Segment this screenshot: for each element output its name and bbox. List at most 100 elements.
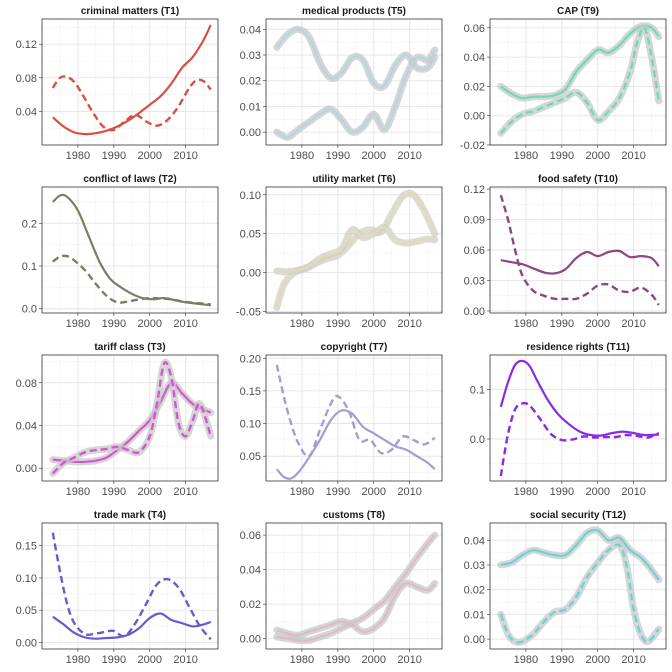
y-tick-label: 0.10: [240, 419, 261, 431]
x-tick-label: 1980: [514, 150, 538, 162]
panel-border: [265, 354, 443, 482]
x-tick-label: 2010: [621, 318, 645, 330]
x-tick-label: 1990: [102, 486, 126, 498]
chart-panel-11: customs (T8) 1980 1990 2000 2010 0.00 0.02 0.04…: [240, 510, 443, 666]
y-tick-label: 0.04: [464, 535, 485, 547]
x-tick-label: 2010: [397, 318, 421, 330]
x-tick-label: 2010: [173, 150, 197, 162]
panel-border: [41, 354, 219, 482]
chart-panel-7: tariff class (T3) 1980 1990 2000 2010 0.00 0.0…: [16, 342, 219, 498]
y-tick-label: 0.01: [464, 609, 485, 621]
panel-border: [265, 186, 443, 314]
x-tick-label: 2010: [173, 486, 197, 498]
chart-panel-10: trade mark (T4) 1980 1990 2000 2010 0.00 0.05 0…: [16, 510, 219, 666]
panel-border: [489, 354, 667, 482]
x-tick-label: 2010: [173, 318, 197, 330]
y-tick-label: 0.09: [464, 215, 485, 227]
y-tick-label: 0.06: [464, 23, 485, 35]
x-tick-label: 1980: [66, 654, 90, 666]
chart-panel-9: residence rights (T11) 1980 1990 2000 2010 0.…: [470, 342, 667, 498]
x-tick-label: 1990: [550, 486, 574, 498]
y-tick-label: 0.1: [470, 385, 485, 397]
x-tick-label: 2010: [397, 486, 421, 498]
series-line-dashed: [51, 361, 212, 475]
y-tick-label: 0.03: [464, 560, 485, 572]
x-tick-label: 1990: [102, 654, 126, 666]
y-tick-label: 0.02: [464, 585, 485, 597]
panel-border: [41, 186, 219, 314]
panel-title: copyright (T7): [321, 342, 388, 353]
panel-border: [489, 186, 667, 314]
y-tick-label: -0.05: [236, 306, 261, 318]
y-tick-label: 0.20: [240, 353, 261, 365]
x-tick-label: 1980: [290, 150, 314, 162]
series-line-solid: [52, 381, 212, 464]
y-tick-label: 0.0: [470, 434, 485, 446]
x-tick-label: 2000: [362, 150, 386, 162]
y-tick-label: 0.04: [464, 52, 485, 64]
y-tick-label: 0.05: [240, 451, 261, 463]
y-tick-label: 0.00: [16, 638, 37, 650]
y-tick-label: 0.00: [16, 463, 37, 475]
x-tick-label: 2000: [362, 486, 386, 498]
plot-area: [490, 355, 666, 481]
series-line-solid: [499, 359, 659, 437]
x-tick-label: 2000: [138, 654, 162, 666]
y-tick-label: 0.1: [22, 261, 37, 273]
y-tick-label: 0.00: [464, 306, 485, 318]
x-tick-label: 1990: [102, 150, 126, 162]
series-line-solid: [500, 528, 660, 581]
y-tick-label: 0.00: [240, 127, 261, 139]
x-tick-label: 1990: [326, 654, 350, 666]
y-tick-label: 0.15: [240, 386, 261, 398]
x-tick-label: 1980: [514, 318, 538, 330]
series-line-solid: [52, 24, 212, 136]
chart-panel-4: conflict of laws (T2) 1980 1990 2000 2010 0.0…: [22, 174, 219, 330]
panel-title: food safety (T10): [538, 174, 618, 185]
x-tick-label: 1990: [102, 318, 126, 330]
panel-title: medical products (T5): [302, 6, 406, 17]
y-tick-label: 0.04: [240, 565, 261, 577]
series-line-solid: [276, 534, 436, 642]
y-tick-label: 0.00: [240, 634, 261, 646]
y-tick-label: 0.12: [16, 39, 37, 51]
x-tick-label: 2000: [138, 486, 162, 498]
x-tick-label: 1980: [290, 318, 314, 330]
x-tick-label: 2010: [173, 654, 197, 666]
series-line-solid: [276, 226, 435, 273]
y-tick-label: 0.08: [16, 378, 37, 390]
panel-border: [41, 522, 219, 650]
x-tick-label: 2000: [586, 150, 610, 162]
series-line-dashed: [275, 364, 436, 458]
x-tick-label: 1990: [326, 486, 350, 498]
y-tick-label: 0.10: [240, 190, 261, 202]
x-tick-label: 1990: [326, 318, 350, 330]
plot-area: [266, 19, 442, 145]
y-tick-label: 0.00: [464, 634, 485, 646]
plot-area: [266, 355, 442, 481]
chart-panel-3: CAP (T9) 1980 1990 2000 2010 -0.02 0.00 0.02 0.0…: [460, 6, 667, 162]
series-line-dashed: [499, 543, 660, 644]
x-tick-label: 2010: [397, 150, 421, 162]
panel-title: criminal matters (T1): [81, 6, 179, 17]
panel-border: [265, 18, 443, 146]
x-tick-label: 2000: [362, 318, 386, 330]
y-tick-label: 0.2: [22, 218, 37, 230]
y-tick-label: 0.10: [16, 573, 37, 585]
chart-panel-5: utility market (T6) 1980 1990 2000 2010 -0.05…: [236, 174, 443, 330]
panel-border: [41, 18, 219, 146]
series-line-solid: [276, 49, 436, 139]
x-tick-label: 2000: [586, 654, 610, 666]
plot-area: [42, 19, 218, 145]
series-line-dashed: [51, 532, 212, 641]
x-tick-label: 1980: [290, 654, 314, 666]
y-tick-label: 0.04: [16, 106, 37, 118]
y-tick-label: 0.06: [240, 530, 261, 542]
series-line-dashed: [51, 75, 212, 132]
panel-title: tariff class (T3): [94, 342, 165, 353]
plot-area: [266, 187, 442, 313]
y-tick-label: 0.15: [16, 541, 37, 553]
x-tick-label: 1980: [66, 486, 90, 498]
y-tick-label: 0.04: [16, 420, 37, 432]
x-tick-label: 1980: [514, 486, 538, 498]
